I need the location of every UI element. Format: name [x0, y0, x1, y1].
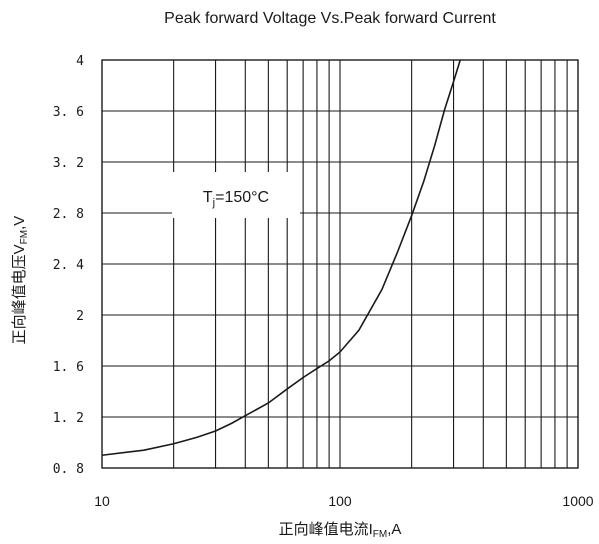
temperature-annotation: Tj=150°C [172, 172, 300, 218]
y-axis-label-sub: FM [19, 230, 30, 244]
y-tick-label: 1. 2 [53, 411, 84, 426]
x-axis-label: 正向峰值电流IFM,A [279, 521, 402, 540]
x-axis-label-sub: FM [373, 529, 387, 540]
x-tick-label: 1000 [562, 493, 593, 509]
y-axis-label: 正向峰值电压VFM,V [11, 216, 30, 345]
annotation-background [172, 172, 300, 218]
y-tick-label: 2 [76, 309, 84, 324]
y-axis-label-tail: ,V [11, 216, 28, 230]
y-tick-label: 3. 2 [53, 156, 84, 171]
annotation-text: Tj=150°C [203, 189, 269, 209]
x-tick-labels: 10 100 1000 [94, 493, 594, 509]
y-tick-label: 2. 4 [53, 258, 84, 273]
data-line [101, 59, 461, 457]
y-tick-label: 3. 6 [53, 105, 84, 120]
y-tick-label: 1. 6 [53, 360, 84, 375]
y-tick-label: 4 [76, 54, 84, 69]
x-axis-label-tail: ,A [387, 521, 401, 538]
grid [102, 60, 578, 468]
chart-title: Peak forward Voltage Vs.Peak forward Cur… [164, 10, 496, 27]
x-axis-label-main: 正向峰值电流I [279, 521, 373, 538]
annotation-sub: j [212, 197, 215, 209]
plot-frame [101, 59, 579, 469]
x-tick-label: 10 [94, 493, 110, 509]
annotation-main: T [203, 189, 213, 206]
y-tick-labels: 0. 8 1. 2 1. 6 2 2. 4 2. 8 3. 2 3. 6 4 [53, 54, 84, 477]
annotation-tail: =150°C [215, 189, 269, 206]
y-axis-label-main: 正向峰值电压V [11, 244, 28, 344]
x-tick-label: 100 [328, 493, 352, 509]
y-tick-label: 2. 8 [53, 207, 84, 222]
y-tick-label: 0. 8 [53, 462, 84, 477]
